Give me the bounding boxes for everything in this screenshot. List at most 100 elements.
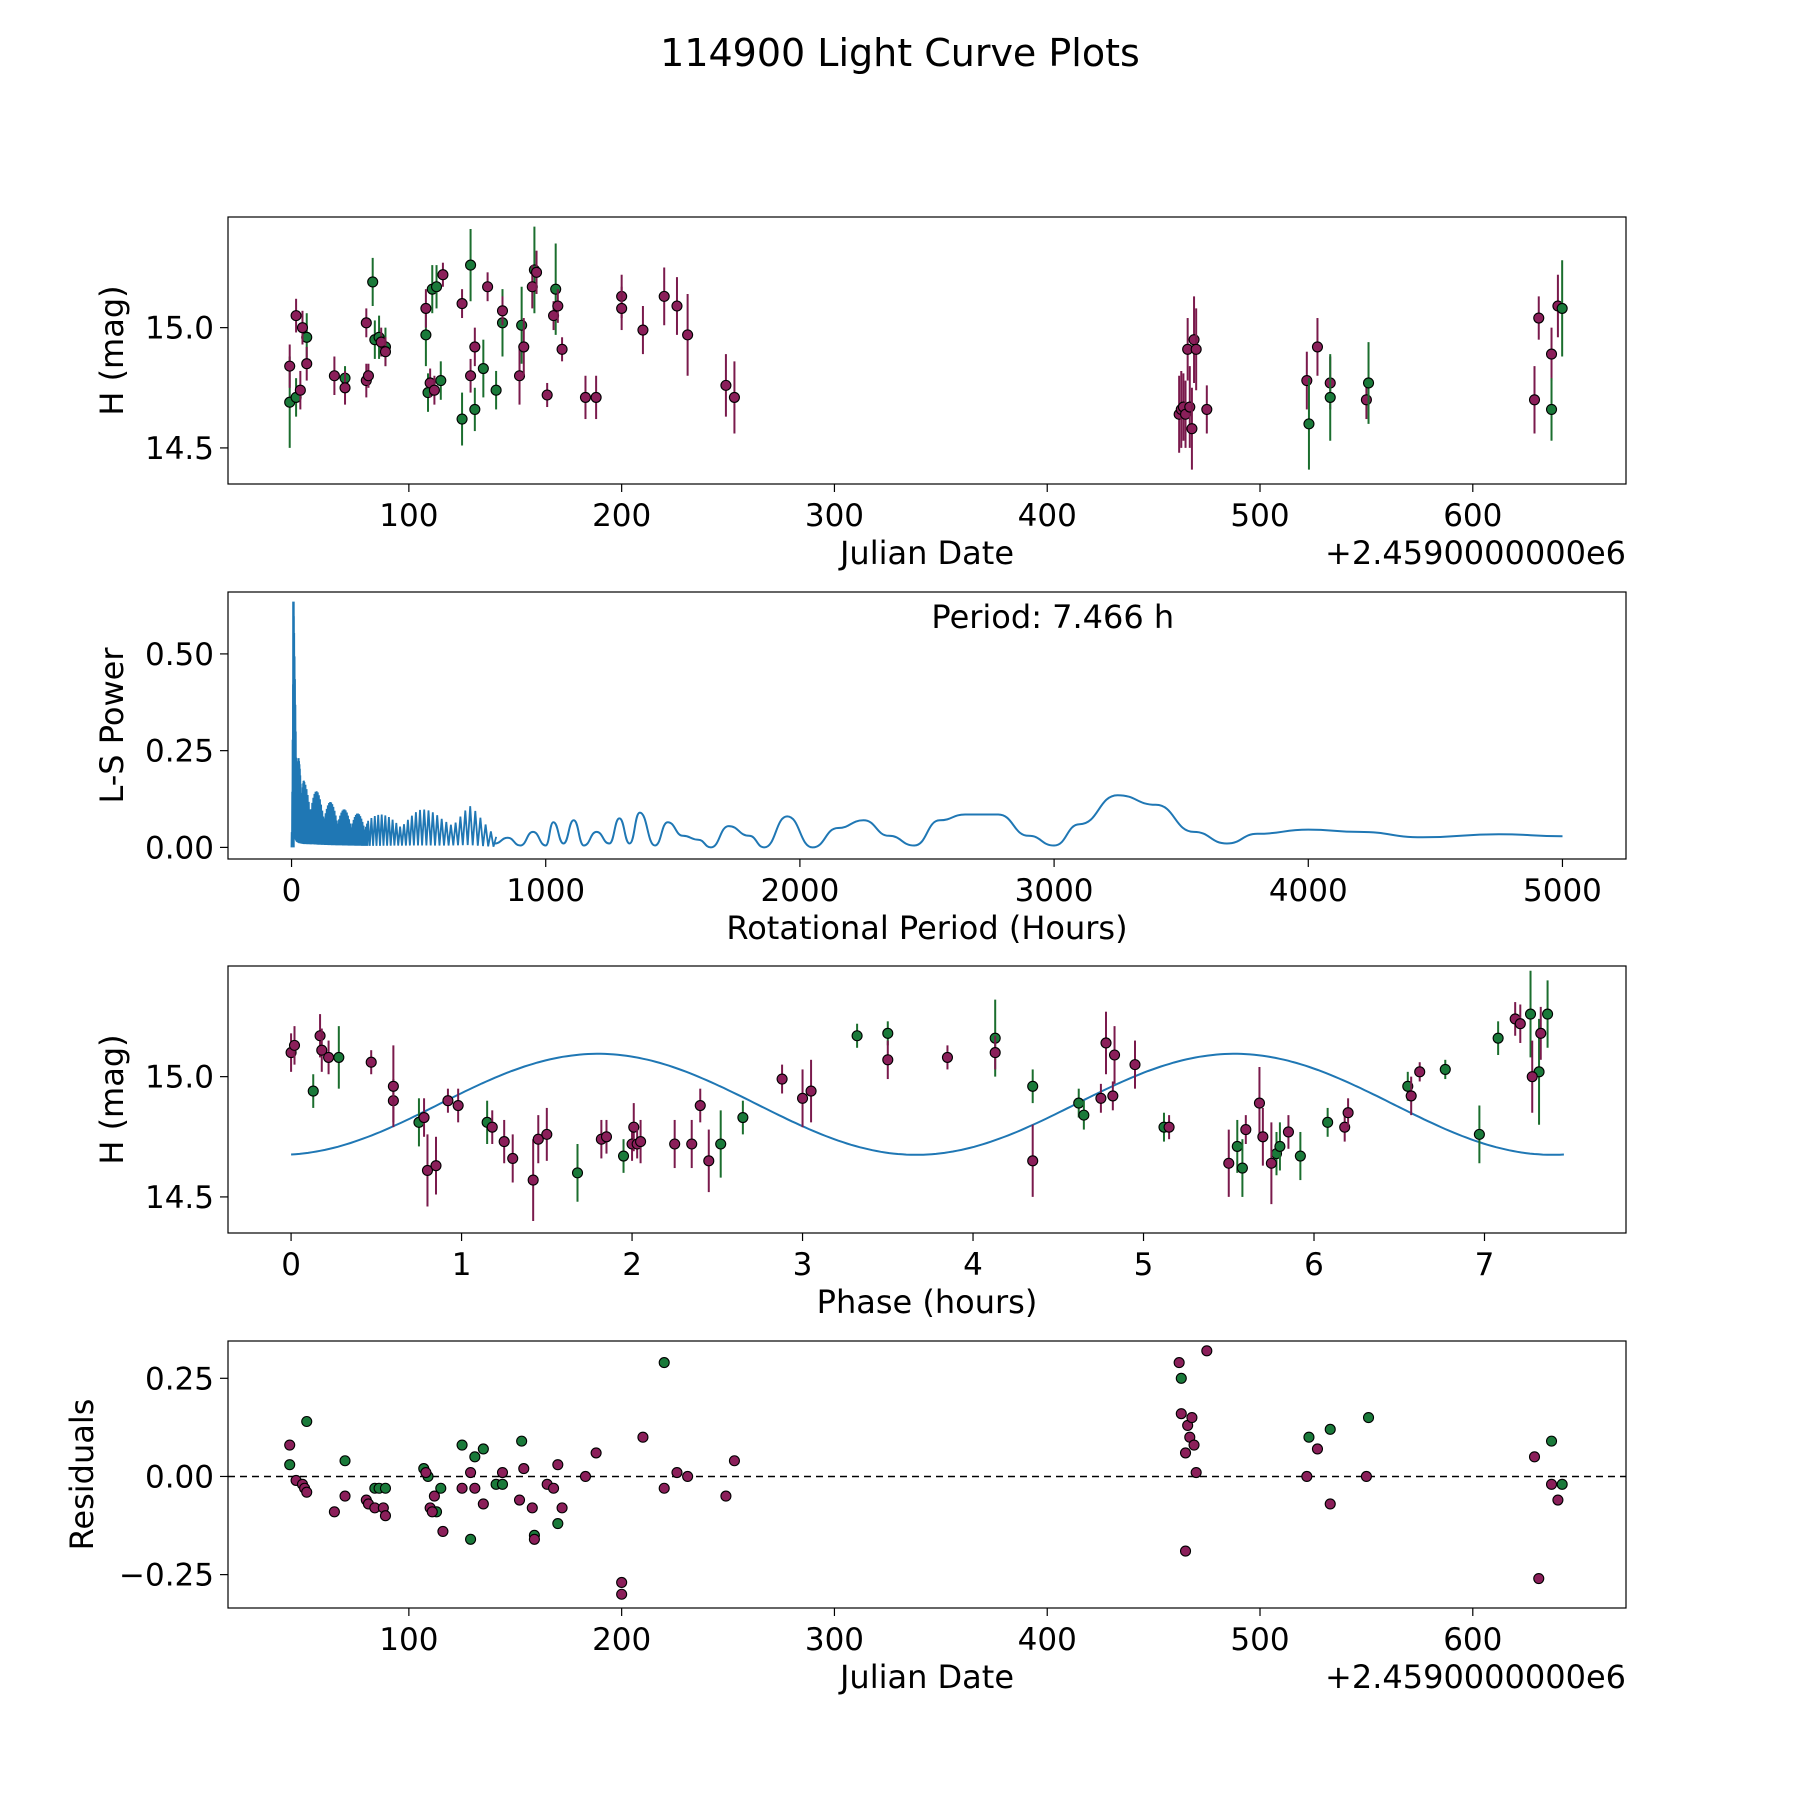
data-point-purple bbox=[486, 1121, 498, 1133]
data-point-purple bbox=[456, 1482, 468, 1494]
data-point-purple bbox=[1107, 1090, 1119, 1102]
data-point-purple bbox=[671, 300, 683, 312]
data-point-purple bbox=[518, 341, 530, 353]
data-point-purple bbox=[532, 1133, 544, 1145]
data-point-purple bbox=[507, 1152, 519, 1164]
x-tick-label: 200 bbox=[592, 1622, 651, 1658]
data-point-purple bbox=[469, 1482, 481, 1494]
data-point-green bbox=[1362, 1412, 1375, 1424]
data-point-purple bbox=[1186, 1412, 1198, 1424]
x-tick-label: 1000 bbox=[506, 873, 585, 909]
data-point-purple bbox=[1265, 1157, 1277, 1169]
data-point-purple bbox=[579, 1470, 592, 1483]
data-point-purple bbox=[1324, 1498, 1336, 1510]
data-point-green bbox=[367, 276, 379, 288]
y-axis-label: L-S Power bbox=[93, 647, 131, 804]
data-point-green bbox=[456, 1439, 468, 1451]
x-tick-label: 4000 bbox=[1269, 873, 1348, 909]
x-axis-label: Julian Date bbox=[838, 534, 1014, 572]
data-point-green2 bbox=[1324, 391, 1336, 403]
data-point-purple bbox=[728, 1455, 740, 1467]
y-tick-label: 0.00 bbox=[145, 830, 214, 866]
y-tick-label: 15.0 bbox=[145, 311, 214, 347]
data-point-purple bbox=[421, 1164, 434, 1177]
data-point-purple bbox=[1184, 401, 1196, 413]
data-point-purple bbox=[805, 1085, 817, 1097]
data-point-purple bbox=[1533, 312, 1545, 324]
y-tick-label: 0.25 bbox=[145, 1361, 214, 1397]
x-tick-label: 0 bbox=[282, 873, 302, 909]
data-point-purple bbox=[288, 1039, 301, 1051]
data-point-green bbox=[1078, 1109, 1090, 1121]
data-point-purple bbox=[556, 1502, 568, 1514]
y-tick-label: 0.00 bbox=[145, 1459, 214, 1495]
data-point-purple bbox=[600, 1131, 613, 1143]
data-point-purple bbox=[658, 1482, 670, 1494]
data-point-purple bbox=[426, 1506, 438, 1518]
data-point-purple bbox=[616, 1588, 628, 1600]
data-point-purple bbox=[328, 1506, 340, 1518]
data-point-purple bbox=[284, 360, 296, 372]
data-point-purple bbox=[284, 1439, 296, 1451]
y-tick-label: 0.50 bbox=[145, 637, 214, 673]
data-point-purple bbox=[1201, 1345, 1213, 1357]
data-point-green bbox=[1027, 1080, 1039, 1092]
data-point-green bbox=[1545, 1435, 1558, 1447]
data-point-purple bbox=[556, 343, 568, 355]
data-point-purple bbox=[1129, 1059, 1141, 1071]
data-point-purple bbox=[1552, 1494, 1564, 1506]
data-point-green bbox=[465, 1533, 477, 1545]
x-axis-label: Julian Date bbox=[838, 1658, 1014, 1696]
panel-lightcurve: 100 200 300 400 500 600 14.5 15.0 Julian Date H (… bbox=[93, 216, 1627, 572]
data-point-purple bbox=[527, 1174, 539, 1186]
data-point-purple bbox=[1100, 1037, 1112, 1049]
data-point-purple bbox=[1253, 1097, 1266, 1109]
data-point-purple bbox=[590, 391, 602, 403]
x-tick-label: 300 bbox=[805, 498, 864, 534]
data-point-green bbox=[1303, 1431, 1315, 1443]
data-point-purple bbox=[379, 346, 392, 358]
data-point-purple bbox=[418, 1111, 430, 1124]
data-point-purple bbox=[430, 1160, 442, 1172]
data-point-purple bbox=[728, 391, 740, 403]
data-point-purple bbox=[1360, 394, 1372, 406]
data-point-purple bbox=[552, 300, 564, 312]
data-point-green bbox=[737, 1111, 749, 1124]
data-point-purple bbox=[1533, 1573, 1545, 1585]
data-point-purple bbox=[1282, 1126, 1294, 1138]
data-point-purple bbox=[682, 1470, 694, 1483]
data-point-green bbox=[1175, 1372, 1187, 1384]
data-point-green bbox=[1073, 1097, 1085, 1109]
data-point-purple bbox=[496, 305, 509, 317]
data-point-purple bbox=[1201, 403, 1213, 415]
data-point-green bbox=[465, 259, 477, 271]
x-tick-label: 5000 bbox=[1523, 873, 1602, 909]
data-point-purple bbox=[465, 1466, 477, 1479]
x-tick-label: 100 bbox=[379, 1622, 438, 1658]
y-tick-label: −0.25 bbox=[119, 1558, 214, 1594]
data-point-purple bbox=[1188, 1439, 1200, 1451]
data-point-purple bbox=[1545, 1478, 1558, 1490]
data-point-green bbox=[496, 1478, 509, 1490]
data-point-purple bbox=[941, 1051, 954, 1063]
data-point-green bbox=[1492, 1032, 1504, 1044]
data-point-purple bbox=[498, 1136, 510, 1148]
data-point-purple bbox=[428, 384, 440, 396]
data-point-green bbox=[882, 1027, 894, 1039]
data-point-green bbox=[301, 1415, 313, 1428]
data-point-green2 bbox=[1545, 403, 1558, 415]
data-point-green bbox=[307, 1085, 319, 1097]
data-point-purple bbox=[1514, 1018, 1526, 1030]
y-axis-label: H (mag) bbox=[93, 285, 131, 415]
data-point-purple bbox=[1342, 1107, 1354, 1119]
data-point-purple bbox=[518, 1463, 530, 1475]
data-point-purple bbox=[686, 1138, 698, 1150]
data-point-purple bbox=[456, 298, 468, 310]
y-axis-label: Residuals bbox=[63, 1399, 101, 1551]
data-point-purple bbox=[496, 1466, 509, 1479]
y-tick-label: 0.25 bbox=[145, 734, 214, 770]
y-tick-label: 14.5 bbox=[145, 1180, 214, 1216]
data-point-purple bbox=[776, 1073, 788, 1085]
data-point-green bbox=[658, 1357, 670, 1369]
